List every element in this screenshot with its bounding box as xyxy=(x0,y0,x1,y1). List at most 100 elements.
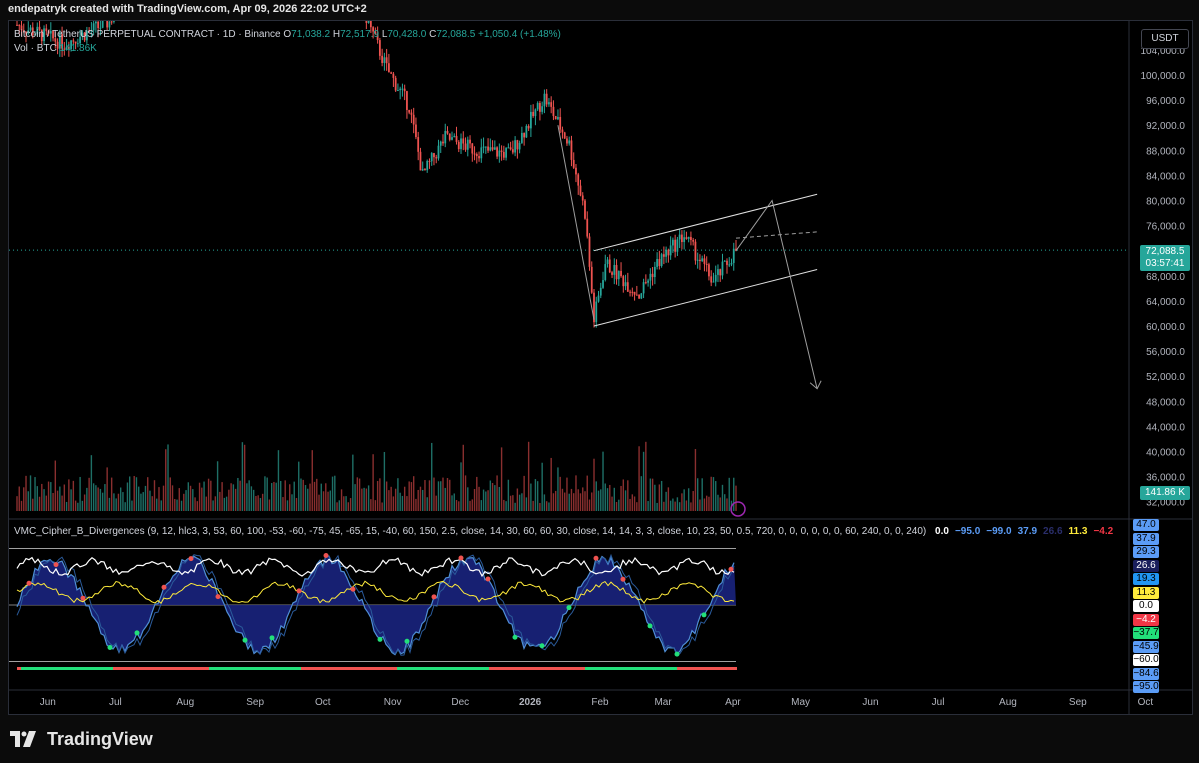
volume-bar xyxy=(399,492,401,511)
volume-bar xyxy=(651,478,654,511)
volume-bar xyxy=(624,490,627,511)
candle-body xyxy=(520,132,523,143)
signal-bar-segment xyxy=(165,667,169,670)
chart-canvas[interactable]: 104,000.0 100,000.0 96,000.0 92,000.0 88,000… xyxy=(9,21,1192,714)
candle-body xyxy=(507,147,510,149)
candle-body xyxy=(45,28,48,32)
candle-body xyxy=(455,135,458,142)
signal-bar-segment xyxy=(97,667,101,670)
candle-body xyxy=(61,34,63,49)
volume-bar xyxy=(126,482,129,511)
volume-bar xyxy=(669,500,672,511)
indicator-value: 26.6 xyxy=(1043,526,1063,537)
signal-bar-segment xyxy=(145,667,149,670)
candle-body xyxy=(732,248,735,263)
y-tick-label: 76,000.0 xyxy=(1146,222,1185,233)
candle-body xyxy=(85,31,88,41)
volume-bar xyxy=(431,442,433,511)
currency-button[interactable]: USDT xyxy=(1141,29,1189,49)
candle-body xyxy=(590,266,593,293)
volume-bar xyxy=(464,475,467,511)
volume-bar xyxy=(61,495,63,511)
last-volume-label: 141.86 K xyxy=(1140,486,1190,500)
volume-bar xyxy=(325,483,327,511)
volume-bar xyxy=(266,477,268,511)
volume-bar xyxy=(392,496,395,511)
y-tick-label: 36,000.0 xyxy=(1146,473,1185,484)
signal-bar-segment xyxy=(209,667,213,670)
volume-bar xyxy=(128,476,131,511)
volume-bar xyxy=(674,501,676,511)
candle-body xyxy=(79,36,82,44)
volume-bar xyxy=(692,491,694,511)
indicator-header: VMC_Cipher_B_Divergences (9, 12, hlc3, 3… xyxy=(14,526,1113,537)
signal-bar-segment xyxy=(153,667,157,670)
volume-bar xyxy=(728,477,730,511)
signal-bar-segment xyxy=(25,667,29,670)
volume-bar xyxy=(715,481,717,511)
volume-bar xyxy=(176,499,178,511)
candle-body xyxy=(81,32,84,37)
stoch-line xyxy=(16,580,735,605)
volume-bar xyxy=(656,502,658,511)
volume-bar xyxy=(153,480,156,511)
volume-bar xyxy=(225,496,228,511)
signal-bar-segment xyxy=(569,667,573,670)
x-tick-label: Apr xyxy=(725,697,741,708)
candle-body xyxy=(493,147,496,150)
symbol-name[interactable]: Bitcoin / TetherUS PERPETUAL CONTRACT · … xyxy=(14,29,281,40)
candle-body xyxy=(390,72,393,74)
volume-bar xyxy=(138,486,140,511)
volume-bar xyxy=(20,500,23,511)
chart-frame[interactable]: 104,000.0 100,000.0 96,000.0 92,000.0 88,000… xyxy=(8,20,1193,715)
indicator-axis-label: 11.3 xyxy=(1133,586,1159,599)
volume-label[interactable]: Vol · BTC xyxy=(14,43,57,54)
candle-body xyxy=(701,258,704,262)
volume-bar xyxy=(104,484,106,511)
volume-bar xyxy=(243,444,246,511)
volume-bar xyxy=(318,494,320,511)
y-tick-label: 68,000.0 xyxy=(1146,272,1185,283)
volume-bar xyxy=(29,475,32,511)
signal-bar-segment xyxy=(149,667,153,670)
volume-bar xyxy=(257,495,259,511)
candle-body xyxy=(110,21,113,23)
cross-dot xyxy=(296,588,302,594)
volume-bar xyxy=(469,500,471,511)
candle-body xyxy=(83,32,86,41)
candle-body xyxy=(34,34,36,36)
candle-body xyxy=(518,142,521,150)
volume-bar xyxy=(733,477,735,511)
indicator-axis-label: 26.6 xyxy=(1133,559,1159,572)
volume-bar xyxy=(615,501,618,511)
y-tick-label: 56,000.0 xyxy=(1146,347,1185,358)
volume-bar xyxy=(577,489,579,511)
indicator-name[interactable]: VMC_Cipher_B_Divergences xyxy=(14,526,145,537)
candle-body xyxy=(660,254,663,266)
candle-body xyxy=(703,258,706,264)
candle-body xyxy=(106,21,109,28)
volume-bar xyxy=(476,476,478,511)
signal-bar-segment xyxy=(621,667,625,670)
signal-bar-segment xyxy=(121,667,125,670)
volume-bar xyxy=(512,495,514,511)
volume-bar xyxy=(667,487,670,511)
volume-bar xyxy=(298,461,300,511)
signal-bar-segment xyxy=(337,667,341,670)
volume-bar xyxy=(473,489,476,511)
indicator-value: −4.2 xyxy=(1093,526,1114,537)
volume-bar xyxy=(90,455,93,511)
volume-bar xyxy=(588,499,591,511)
signal-bar-segment xyxy=(157,667,161,670)
volume-bar xyxy=(494,485,496,511)
volume-bar xyxy=(428,480,431,511)
volume-bar xyxy=(379,478,381,511)
volume-bar xyxy=(16,496,18,511)
candle-body xyxy=(644,282,647,284)
indicator-axis-label: −60.0 xyxy=(1133,654,1159,666)
volume-bar xyxy=(406,496,408,511)
signal-bar-segment xyxy=(53,667,57,670)
candle-body xyxy=(617,270,620,280)
signal-bar-segment xyxy=(637,667,641,670)
signal-bar-segment xyxy=(705,667,709,670)
